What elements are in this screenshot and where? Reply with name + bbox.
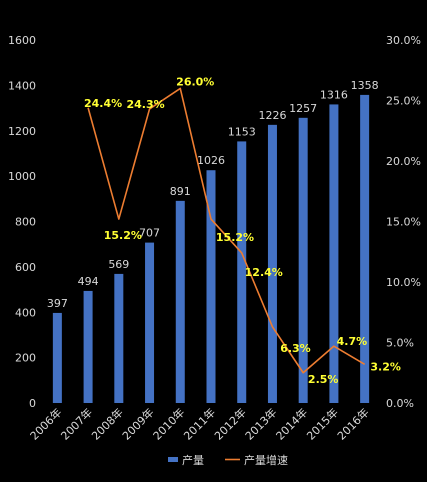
bar-2015年 — [329, 104, 339, 404]
y-left-tick-label: 1600 — [8, 34, 36, 47]
bar-2016年 — [360, 94, 370, 403]
x-tick-label: 2012年 — [211, 405, 248, 442]
x-tick-label: 2007年 — [58, 405, 95, 442]
growth-rate-label: 15.2% — [104, 229, 142, 242]
bar-value-label: 1153 — [228, 125, 256, 138]
x-tick-label: 2013年 — [242, 405, 279, 442]
growth-rate-line — [87, 87, 366, 374]
bar-value-label: 569 — [108, 258, 129, 271]
x-tick-label: 2008年 — [88, 405, 125, 442]
y-right-tick-label: 30.0% — [386, 34, 421, 47]
bar-2009年 — [145, 242, 155, 403]
bar-value-label: 707 — [139, 227, 160, 240]
growth-rate-label: 26.0% — [176, 75, 214, 88]
bar-value-label: 891 — [170, 185, 191, 198]
y-left-tick-label: 1200 — [8, 125, 36, 138]
bar-2012年 — [237, 141, 247, 403]
y-right-tick-label: 10.0% — [386, 276, 421, 289]
x-tick-label: 2015年 — [304, 405, 341, 442]
y-left-tick-label: 200 — [15, 352, 36, 365]
bar-2006年 — [52, 312, 62, 403]
y-right-tick-label: 20.0% — [386, 155, 421, 168]
x-tick-label: 2009年 — [119, 405, 156, 442]
bar-value-label: 1226 — [258, 109, 286, 122]
y-left-tick-label: 400 — [15, 306, 36, 319]
growth-rate-label: 4.7% — [337, 335, 368, 348]
bar-2014年 — [298, 117, 308, 404]
bar-value-label: 397 — [47, 297, 68, 310]
y-left-tick-label: 800 — [15, 216, 36, 229]
x-tick-label: 2014年 — [273, 405, 310, 442]
y-right-tick-label: 15.0% — [386, 216, 421, 229]
y-right-tick-label: 25.0% — [386, 95, 421, 108]
growth-rate-label: 12.4% — [245, 266, 283, 279]
y-left-tick-label: 1000 — [8, 170, 36, 183]
x-tick-label: 2016年 — [334, 405, 371, 442]
bar-2008年 — [114, 273, 124, 403]
bar-value-label: 494 — [78, 275, 99, 288]
growth-rate-label: 24.4% — [84, 97, 122, 110]
legend-line-label: 产量增速 — [244, 453, 288, 467]
bar-2007年 — [83, 290, 93, 403]
bar-value-label: 1316 — [320, 88, 348, 101]
y-right-tick-label: 0.0% — [386, 397, 414, 410]
bar-value-label: 1358 — [351, 79, 379, 92]
y-left-tick-label: 600 — [15, 261, 36, 274]
bar-value-label: 1257 — [289, 102, 317, 115]
growth-rate-label: 15.2% — [216, 231, 254, 244]
growth-rate-label: 6.3% — [280, 342, 311, 355]
growth-rate-label: 24.3% — [126, 98, 164, 111]
growth-rate-label: 3.2% — [370, 360, 401, 373]
y-left-tick-label: 0 — [29, 397, 36, 410]
bar-2010年 — [175, 200, 185, 403]
bar-value-label: 1026 — [197, 154, 225, 167]
y-right-tick-label: 5.0% — [386, 337, 414, 350]
bar-2011年 — [206, 170, 216, 403]
x-tick-label: 2010年 — [150, 405, 187, 442]
y-left-tick-label: 1400 — [8, 79, 36, 92]
x-tick-label: 2006年 — [27, 405, 64, 442]
legend-bar-swatch — [168, 457, 178, 462]
growth-rate-label: 2.5% — [308, 373, 339, 386]
bar-2013年 — [267, 124, 277, 403]
x-tick-label: 2011年 — [181, 405, 218, 442]
legend-bar-label: 产量 — [182, 453, 204, 467]
